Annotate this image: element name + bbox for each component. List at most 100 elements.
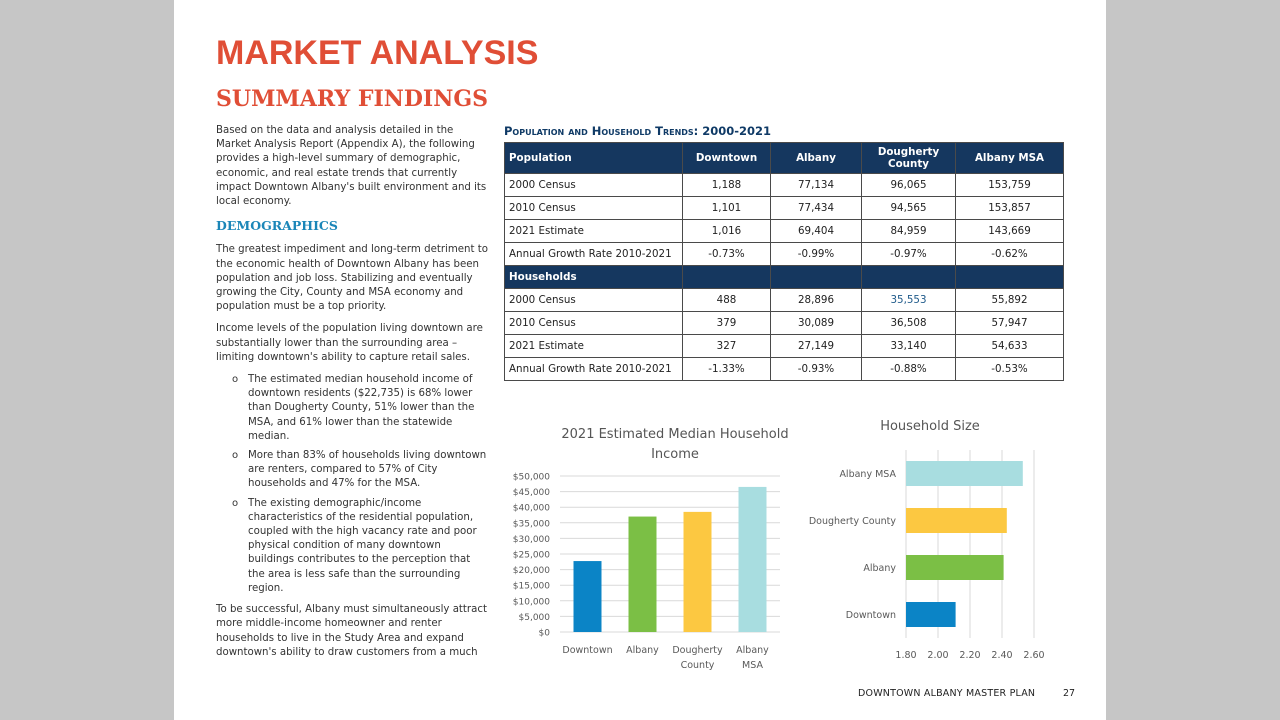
y-tick-label: $45,000 [513, 488, 550, 498]
x-tick-label: County [681, 660, 715, 671]
bar [573, 561, 602, 632]
bullet-item: o The existing demographic/income charact… [232, 497, 490, 596]
table-cell: 28,896 [770, 288, 862, 312]
x-tick-label: 1.80 [895, 650, 916, 661]
median-income-chart: 2021 Estimated Median Household Income $0 $… [513, 427, 789, 671]
section-label: Households [504, 265, 683, 289]
table-cell: -0.73% [682, 242, 771, 266]
x-tick-label: MSA [742, 660, 763, 671]
demographics-bullet-list: o The estimated median household income o… [216, 373, 490, 596]
section-cell [770, 265, 862, 289]
row-label: 2000 Census [504, 173, 683, 197]
row-label: Annual Growth Rate 2010-2021 [504, 357, 683, 381]
table-cell: 33,140 [861, 334, 956, 358]
table-cell: 1,188 [682, 173, 771, 197]
bullet-text: The estimated median household income of… [248, 374, 475, 442]
intro-paragraph: Based on the data and analysis detailed … [216, 125, 487, 208]
y-tick-label: $20,000 [513, 566, 550, 576]
table-row: 2000 Census 1,188 77,134 96,065 153,759 [504, 173, 1064, 197]
column-header: Albany MSA [955, 142, 1064, 174]
bullet-item: o More than 83% of households living down… [232, 449, 490, 492]
bullet-marker: o [232, 497, 239, 509]
bar [738, 486, 767, 632]
y-tick-label: Albany MSA [839, 469, 896, 480]
demographics-paragraph-1: The greatest impediment and long-term de… [216, 244, 488, 313]
page-number: 27 [1063, 688, 1076, 699]
table-cell: 54,633 [955, 334, 1064, 358]
row-label: 2010 Census [504, 311, 683, 335]
column-header: Population [504, 142, 683, 174]
y-tick-label: Albany [863, 563, 896, 574]
table-row: 2021 Estimate 1,016 69,404 84,959 143,66… [504, 219, 1064, 243]
row-label: Annual Growth Rate 2010-2021 [504, 242, 683, 266]
section-cell [861, 265, 956, 289]
table-cell: 488 [682, 288, 771, 312]
x-tick-label: Downtown [562, 645, 612, 656]
row-label: 2021 Estimate [504, 334, 683, 358]
y-tick-label: $50,000 [513, 473, 550, 483]
x-tick-label: 2.60 [1023, 650, 1044, 661]
table-cell: 77,134 [770, 173, 862, 197]
x-tick-label: 2.20 [959, 650, 980, 661]
table-row: 2000 Census 488 28,896 35,553 55,892 [504, 288, 1064, 312]
table-cell: -0.93% [770, 357, 862, 381]
table-cell: 57,947 [955, 311, 1064, 335]
bullet-item: o The estimated median household income o… [232, 373, 490, 444]
y-tick-label: $15,000 [513, 582, 550, 592]
table-cell: 69,404 [770, 219, 862, 243]
section-cell [955, 265, 1064, 289]
table-cell: -0.62% [955, 242, 1064, 266]
table-cell: 35,553 [861, 288, 956, 312]
y-tick-label: Downtown [846, 610, 896, 621]
table-cell: -0.53% [955, 357, 1064, 381]
bar [906, 555, 1004, 580]
table-cell: 30,089 [770, 311, 862, 335]
section-cell [682, 265, 771, 289]
chart-title: Income [651, 447, 699, 462]
y-tick-label: $30,000 [513, 535, 550, 545]
table-row: 2010 Census 379 30,089 36,508 57,947 [504, 311, 1064, 335]
bar [683, 511, 712, 632]
table-cell: 36,508 [861, 311, 956, 335]
table-header-row: Population Downtown Albany Dougherty Cou… [504, 142, 1064, 174]
x-tick-label: 2.00 [927, 650, 948, 661]
column-header: Albany [770, 142, 862, 174]
y-tick-label: $35,000 [513, 519, 550, 529]
table-cell: 27,149 [770, 334, 862, 358]
bar [906, 461, 1023, 486]
table-cell: -0.99% [770, 242, 862, 266]
bullet-marker: o [232, 374, 239, 386]
table-row: 2021 Estimate 327 27,149 33,140 54,633 [504, 334, 1064, 358]
table-row: Annual Growth Rate 2010-2021 -1.33% -0.9… [504, 357, 1064, 381]
y-tick-label: Dougherty County [809, 516, 897, 527]
chart-title: Household Size [880, 419, 980, 434]
table-title: Population and Household Trends: 2000-20… [504, 124, 772, 138]
column-header: Dougherty County [861, 142, 956, 174]
y-tick-label: $5,000 [519, 613, 551, 623]
y-tick-label: $0 [539, 629, 551, 639]
y-tick-label: $40,000 [513, 504, 550, 514]
table-cell: 55,892 [955, 288, 1064, 312]
x-tick-label: 2.40 [991, 650, 1012, 661]
table-cell: -0.97% [861, 242, 956, 266]
bullet-text: The existing demographic/income characte… [248, 497, 477, 594]
row-label: 2000 Census [504, 288, 683, 312]
demographics-paragraph-3: To be successful, Albany must simultaneo… [216, 604, 487, 658]
bullet-text: More than 83% of households living downt… [248, 450, 487, 490]
x-tick-label: Albany [736, 645, 769, 656]
table-cell: -1.33% [682, 357, 771, 381]
table-cell: 143,669 [955, 219, 1064, 243]
bar [906, 602, 956, 627]
document-page: MARKET ANALYSIS SUMMARY FINDINGS Based o… [174, 0, 1106, 720]
table-cell: 96,065 [861, 173, 956, 197]
row-label: 2010 Census [504, 196, 683, 220]
y-tick-label: $25,000 [513, 551, 550, 561]
chart-title: 2021 Estimated Median Household [561, 427, 788, 442]
population-household-table: Population Downtown Albany Dougherty Cou… [504, 142, 1064, 381]
table-cell: 1,101 [682, 196, 771, 220]
table-cell: -0.88% [861, 357, 956, 381]
households-section-row: Households [504, 265, 1064, 289]
demographics-paragraph-2: Income levels of the population living d… [216, 323, 483, 363]
page-subtitle: SUMMARY FINDINGS [216, 86, 488, 112]
table-cell: 77,434 [770, 196, 862, 220]
